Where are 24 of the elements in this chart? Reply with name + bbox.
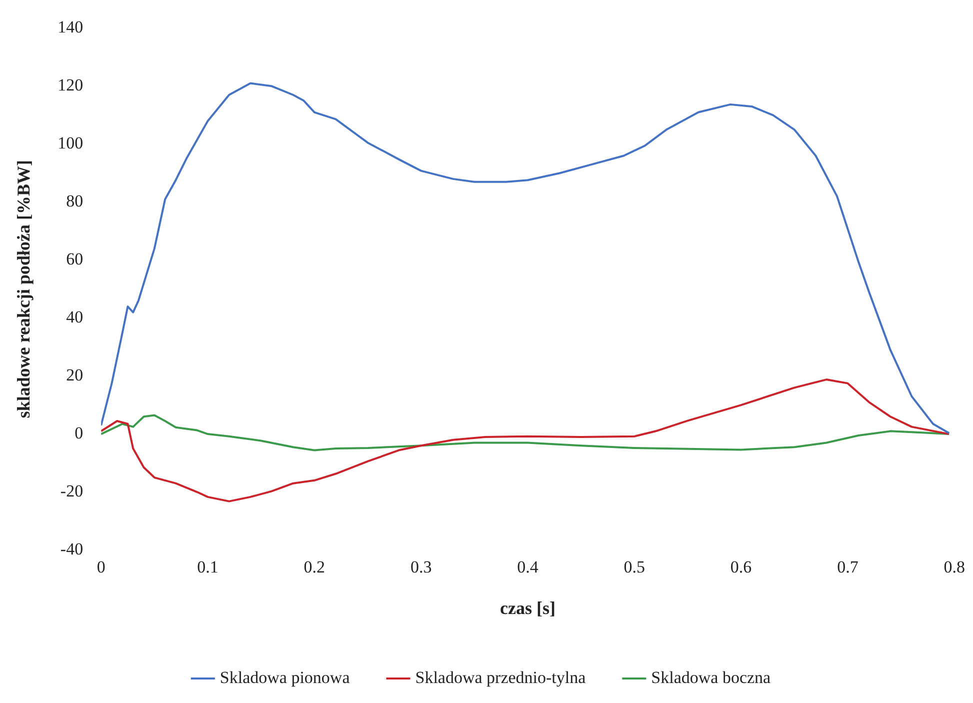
y-tick-label: 20 [66,366,84,385]
x-tick-label: 0.7 [837,558,859,577]
x-tick-label: 0.6 [730,558,752,577]
x-tick-label: 0.5 [624,558,646,577]
x-tick-label: 0.4 [517,558,539,577]
legend-label: Skladowa boczna [651,668,772,687]
x-tick-label: 0.1 [197,558,218,577]
y-tick-label: 100 [58,134,84,153]
y-tick-label: 80 [66,192,84,211]
x-tick-label: 0.3 [410,558,432,577]
y-tick-label: 0 [74,424,84,443]
legend-label: Skladowa przednio-tylna [415,668,586,687]
y-tick-label: 120 [58,76,84,95]
x-axis-title: czas [s] [500,598,556,618]
y-tick-label: -40 [60,539,84,558]
x-tick-label: 0 [96,558,106,577]
x-tick-label: 0.8 [944,558,965,577]
y-tick-label: 140 [58,18,84,37]
y-tick-label: 60 [66,250,84,269]
x-tick-label: 0.2 [304,558,326,577]
y-tick-label: -20 [60,481,84,500]
y-tick-label: 40 [66,308,84,327]
y-axis-title: skladowe reakcji podłoża [%BW] [13,160,34,418]
legend-label: Skladowa pionowa [220,668,350,687]
